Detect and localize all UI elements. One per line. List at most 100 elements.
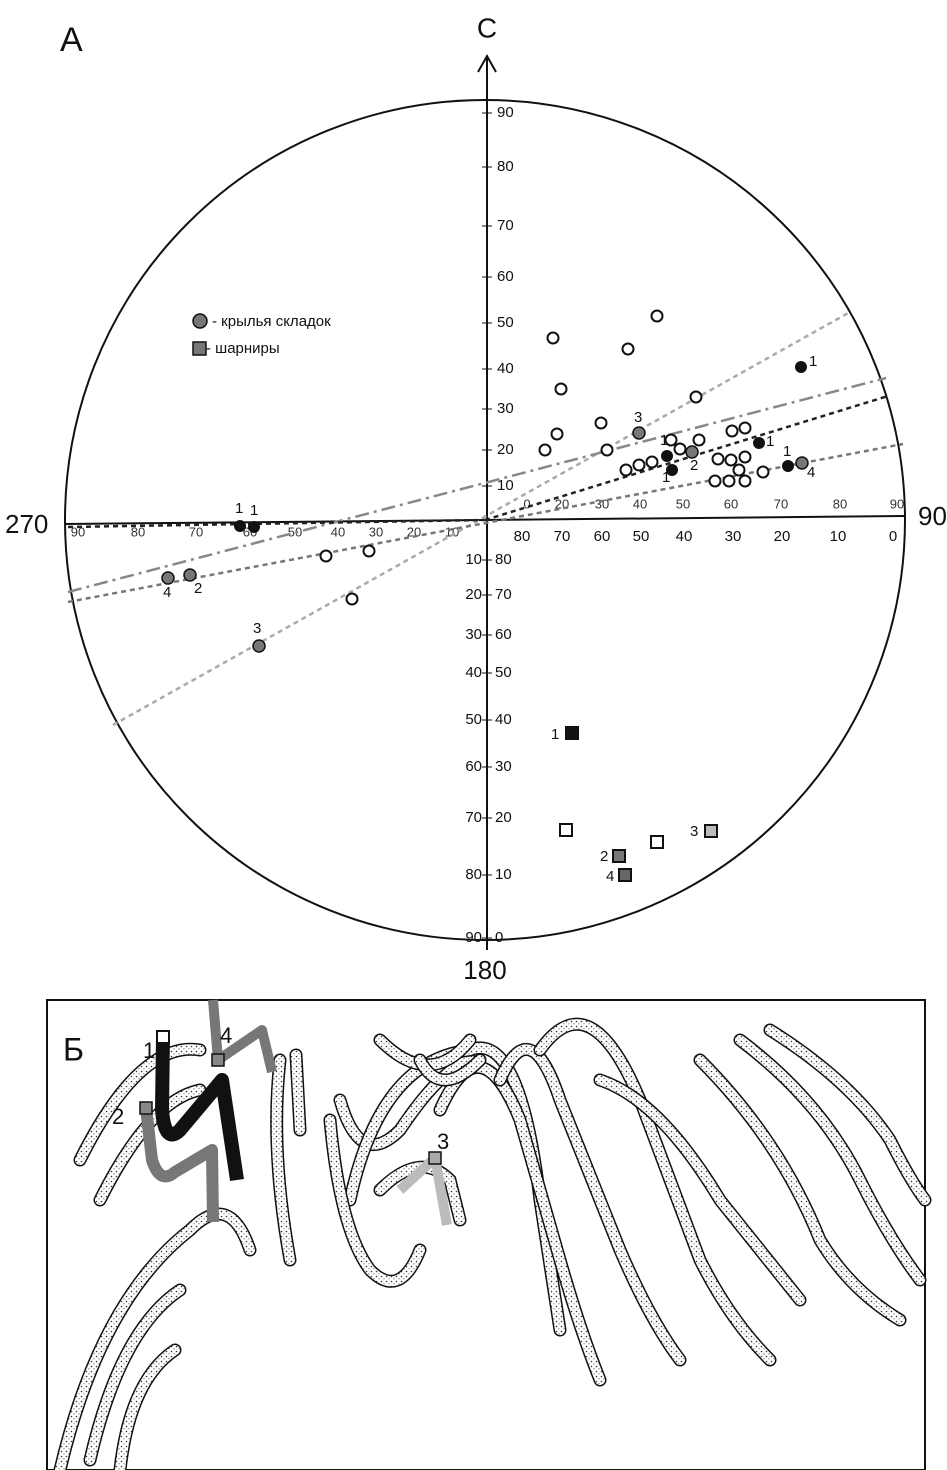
scale-label: 70	[497, 217, 514, 234]
point-label: 3	[634, 409, 642, 426]
legend-square	[193, 342, 206, 355]
scale-label: 40	[331, 524, 345, 539]
west-label: 270	[5, 509, 48, 539]
pole-open	[740, 476, 751, 487]
south-label: 180	[463, 955, 506, 985]
pole-open	[740, 452, 751, 463]
point-label: 1	[809, 353, 817, 370]
scale-label: 30	[595, 496, 609, 511]
pole-open	[691, 392, 702, 403]
scale-label: 50	[465, 711, 482, 728]
scale-label: 80	[514, 528, 531, 545]
pole-gray	[162, 572, 174, 584]
scale-label: 60	[495, 626, 512, 643]
figure: А С 90 270 180 0203040506070809080706050…	[0, 0, 947, 1470]
hinge-marker	[157, 1031, 169, 1043]
pole-open	[740, 423, 751, 434]
scale-label: 20	[495, 809, 512, 826]
pole-open	[596, 418, 607, 429]
pole-open	[727, 426, 738, 437]
pole-open	[347, 594, 358, 605]
scale-label: 30	[725, 528, 742, 545]
point-label: 2	[194, 580, 202, 597]
point-label: 1	[250, 502, 258, 519]
pole-open	[647, 457, 658, 468]
scale-label: 0	[495, 929, 503, 946]
point-label: 2	[600, 848, 608, 865]
scale-label: 10	[830, 528, 847, 545]
pole-open	[552, 429, 563, 440]
scale-label: 50	[495, 664, 512, 681]
pole-open	[602, 445, 613, 456]
pole-open	[621, 465, 632, 476]
point-label: 4	[163, 584, 171, 601]
point-label: 1	[783, 443, 791, 460]
scale-label: 50	[633, 528, 650, 545]
scale-label: 50	[676, 496, 690, 511]
pole-filled	[795, 361, 807, 373]
scale-label: 20	[497, 441, 514, 458]
scale-label: 60	[594, 528, 611, 545]
scale-label: 20	[465, 586, 482, 603]
scale-label: 10	[465, 551, 482, 568]
hinge-point	[705, 825, 717, 837]
fold-label: 2	[112, 1104, 124, 1129]
pole-filled	[248, 521, 260, 533]
scale-label: 30	[465, 626, 482, 643]
pole-open	[548, 333, 559, 344]
scale-label: 30	[369, 524, 383, 539]
scale-label: 80	[833, 496, 847, 511]
layer-fill	[296, 1055, 300, 1130]
scale-label: 80	[495, 551, 512, 568]
panel-label: А	[60, 21, 83, 59]
legend-text: - шарниры	[206, 340, 280, 357]
point-label: 1	[235, 500, 243, 517]
north-label: С	[477, 12, 497, 43]
point-label: 4	[807, 464, 815, 481]
scale-label: 70	[774, 496, 788, 511]
scale-label: 50	[288, 524, 302, 539]
point-label: 2	[690, 457, 698, 474]
hinge-point	[651, 836, 663, 848]
we-axis	[485, 516, 905, 520]
pole-open	[652, 311, 663, 322]
scale-label: 70	[189, 524, 203, 539]
point-label: 4	[606, 868, 614, 885]
scale-label: 60	[465, 758, 482, 775]
pole-open	[724, 476, 735, 487]
scale-label: 30	[495, 758, 512, 775]
east-label: 90	[918, 501, 947, 531]
scale-label: 40	[465, 664, 482, 681]
scale-label: 90	[465, 929, 482, 946]
scale-label: 20	[774, 528, 791, 545]
point-label: 1	[662, 469, 670, 486]
scale-label: 10	[495, 866, 512, 883]
scale-label: 80	[497, 158, 514, 175]
pole-open	[321, 551, 332, 562]
hinge-point	[560, 824, 572, 836]
fold-label: 1	[143, 1038, 155, 1063]
pole-gray	[253, 640, 265, 652]
scale-label: 70	[554, 528, 571, 545]
pole-filled	[753, 437, 765, 449]
point-label: 1	[551, 726, 559, 743]
legend-text: - крылья складок	[212, 313, 331, 330]
scale-label: 40	[633, 496, 647, 511]
pole-filled	[234, 520, 246, 532]
scale-label: 0	[889, 528, 897, 545]
pole-open	[556, 384, 567, 395]
pole-open	[694, 435, 705, 446]
scale-label: 70	[465, 809, 482, 826]
point-label: 3	[253, 620, 261, 637]
point-label: 3	[690, 823, 698, 840]
scale-label: 70	[495, 586, 512, 603]
scale-label: 0	[523, 496, 530, 511]
fold-label: 4	[220, 1023, 232, 1048]
pole-open	[713, 454, 724, 465]
scale-label: 80	[465, 866, 482, 883]
scale-label: 60	[724, 496, 738, 511]
pole-open	[726, 455, 737, 466]
pole-filled	[782, 460, 794, 472]
panel-label: Б	[63, 1031, 84, 1067]
